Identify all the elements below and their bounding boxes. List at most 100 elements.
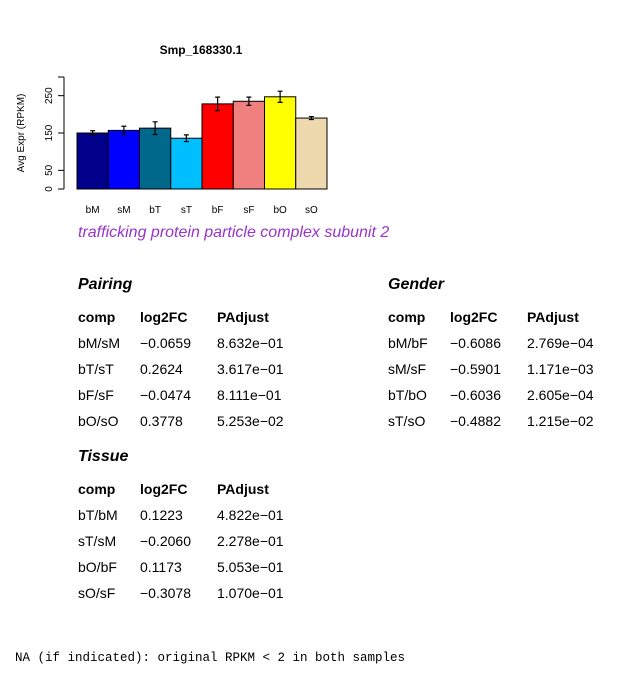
table-cell: 2.605e−04 <box>527 387 594 403</box>
table-cell: −0.6086 <box>450 335 501 351</box>
x-tick-label: bT <box>149 205 161 216</box>
table-cell: 1.070e−01 <box>217 585 284 601</box>
table-cell: −0.5901 <box>450 361 501 377</box>
footnote: NA (if indicated): original RPKM < 2 in … <box>15 651 406 665</box>
table-cell: bT/sT <box>78 361 114 377</box>
header-cell: PAdjust <box>217 309 269 325</box>
gender-table: Gender comp log2FC PAdjust bM/bF −0.6086 2.76… <box>388 276 617 434</box>
table-title: Pairing <box>78 276 133 293</box>
table-cell: 1.171e−03 <box>527 361 594 377</box>
table-cell: 8.632e−01 <box>217 335 284 351</box>
table-cell: bT/bM <box>78 507 118 523</box>
table-cell: −0.4882 <box>450 413 501 429</box>
x-tick-label: bO <box>273 205 287 216</box>
bar-bF <box>201 103 234 190</box>
x-tick-label: sF <box>243 205 254 216</box>
table-header-row: comp log2FC PAdjust <box>78 304 307 330</box>
error-bar-sM <box>121 125 127 136</box>
table-cell: 0.3778 <box>140 413 183 429</box>
x-tick-label: bF <box>212 205 224 216</box>
bar-chart: Smp_168330.1 Avg Expr (RPKM) 0 50 150 250 b… <box>16 43 328 216</box>
table-row: bO/sO 0.3778 5.253e−02 <box>78 408 307 434</box>
gene-description: trafficking protein particle complex sub… <box>78 224 390 241</box>
table-cell: 4.822e−01 <box>217 507 284 523</box>
table-cell: 0.1173 <box>140 559 182 575</box>
table-cell: −0.0474 <box>140 387 191 403</box>
table-cell: −0.0659 <box>140 335 191 351</box>
table-cell: sT/sM <box>78 533 117 549</box>
table-cell: 0.1223 <box>140 507 183 523</box>
error-bar-bT <box>152 121 158 136</box>
table-cell: 5.253e−02 <box>217 413 284 429</box>
table-cell: 5.053e−01 <box>217 559 284 575</box>
table-cell: 0.2624 <box>140 361 183 377</box>
chart-title: Smp_168330.1 <box>160 43 243 57</box>
table-row: bM/sM −0.0659 8.632e−01 <box>78 330 307 356</box>
bar-bO <box>264 96 297 190</box>
table-row: sT/sM −0.2060 2.278e−01 <box>78 528 307 554</box>
table-cell: bF/sF <box>78 387 114 403</box>
pairing-table: Pairing comp log2FC PAdjust bM/sM −0.0659 8.6… <box>78 276 307 434</box>
y-tick-label: 150 <box>44 124 55 141</box>
error-bar-bM <box>90 130 96 136</box>
table-cell: −0.6036 <box>450 387 501 403</box>
table-cell: bT/bO <box>388 387 427 403</box>
x-tick-label: sM <box>117 205 130 216</box>
table-row: bF/sF −0.0474 8.111e−01 <box>78 382 307 408</box>
table-cell: bM/bF <box>388 335 428 351</box>
table-cell: sT/sO <box>388 413 426 429</box>
table-row: bM/bF −0.6086 2.769e−04 <box>388 330 617 356</box>
error-bar-bF <box>215 96 221 112</box>
header-cell: comp <box>78 481 116 497</box>
table-header-row: comp log2FC PAdjust <box>388 304 617 330</box>
table-row: bT/bM 0.1223 4.822e−01 <box>78 502 307 528</box>
header-cell: log2FC <box>140 481 188 497</box>
table-cell: sM/sF <box>388 361 427 377</box>
table-cell: 2.278e−01 <box>217 533 284 549</box>
header-cell: comp <box>388 309 426 325</box>
table-cell: bM/sM <box>78 335 120 351</box>
table-cell: −0.3078 <box>140 585 191 601</box>
table-row: sO/sF −0.3078 1.070e−01 <box>78 580 307 606</box>
table-header-row: comp log2FC PAdjust <box>78 476 307 502</box>
table-title: Tissue <box>78 448 129 465</box>
y-tick-label: 250 <box>44 87 55 104</box>
table-title: Gender <box>388 276 445 293</box>
bar-bT <box>139 127 172 190</box>
y-tick-label: 50 <box>44 164 55 176</box>
bar-sT <box>170 137 203 190</box>
header-cell: log2FC <box>140 309 188 325</box>
table-row: sT/sO −0.4882 1.215e−02 <box>388 408 617 434</box>
bar-sO <box>295 117 328 190</box>
x-tick-label: sT <box>181 205 192 216</box>
table-row: sM/sF −0.5901 1.171e−03 <box>388 356 617 382</box>
table-row: bT/sT 0.2624 3.617e−01 <box>78 356 307 382</box>
x-tick-label: sO <box>305 205 318 216</box>
error-bar-bO <box>277 90 283 103</box>
y-ticks: 0 50 150 250 <box>44 76 64 192</box>
table-cell: sO/sF <box>78 585 116 601</box>
error-bar-sF <box>246 96 252 106</box>
table-cell: 2.769e−04 <box>527 335 594 351</box>
x-tick-label: bM <box>86 205 100 216</box>
table-cell: 8.111e−01 <box>217 387 282 403</box>
error-bar-sO <box>308 115 314 121</box>
table-cell: −0.2060 <box>140 533 191 549</box>
bar-sM <box>107 129 140 190</box>
bar-sF <box>232 100 265 190</box>
tissue-table: Tissue comp log2FC PAdjust bT/bM 0.1223 4.822… <box>78 448 307 606</box>
table-row: bT/bO −0.6036 2.605e−04 <box>388 382 617 408</box>
header-cell: PAdjust <box>527 309 579 325</box>
table-cell: 1.215e−02 <box>527 413 594 429</box>
header-cell: PAdjust <box>217 481 269 497</box>
bar-bM <box>76 132 109 190</box>
y-axis-label: Avg Expr (RPKM) <box>16 94 27 173</box>
table-cell: bO/bF <box>78 559 117 575</box>
table-row: bO/bF 0.1173 5.053e−01 <box>78 554 307 580</box>
table-cell: 3.617e−01 <box>217 361 284 377</box>
y-tick-label: 0 <box>44 186 55 192</box>
table-cell: bO/sO <box>78 413 119 429</box>
header-cell: log2FC <box>450 309 498 325</box>
error-bar-sT <box>183 134 189 143</box>
x-tick-labels: bM sM bT sT bF sF bO sO <box>86 205 318 216</box>
